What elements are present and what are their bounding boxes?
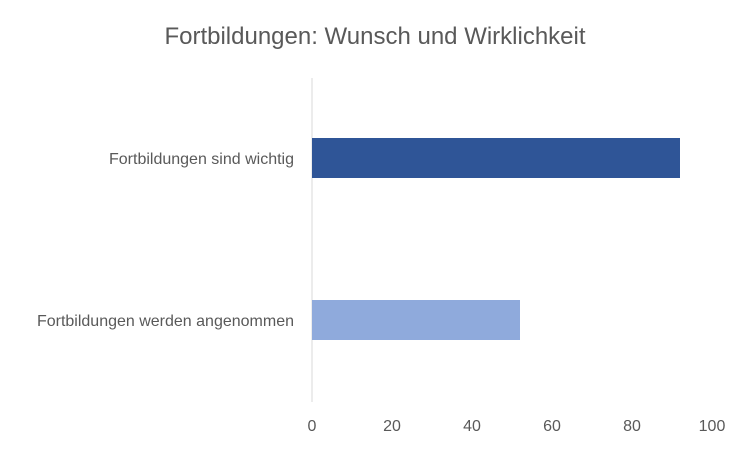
x-tick-label: 60 xyxy=(543,418,561,435)
bar-1 xyxy=(312,138,680,178)
chart-title: Fortbildungen: Wunsch und Wirklichkeit xyxy=(164,23,585,50)
x-tick-label: 20 xyxy=(383,418,401,435)
x-tick-label: 80 xyxy=(623,418,641,435)
category-label: Fortbildungen werden angenommen xyxy=(37,313,294,330)
category-label: Fortbildungen sind wichtig xyxy=(109,151,294,168)
category-labels: Fortbildungen sind wichtig Fortbildungen … xyxy=(37,151,294,330)
bar-2 xyxy=(312,300,520,340)
x-tick-label: 0 xyxy=(308,418,317,435)
x-tick-label: 40 xyxy=(463,418,481,435)
x-tick-label: 100 xyxy=(699,418,726,435)
bars-group xyxy=(312,138,680,340)
x-axis-ticks: 0 20 40 60 80 100 xyxy=(308,418,726,435)
